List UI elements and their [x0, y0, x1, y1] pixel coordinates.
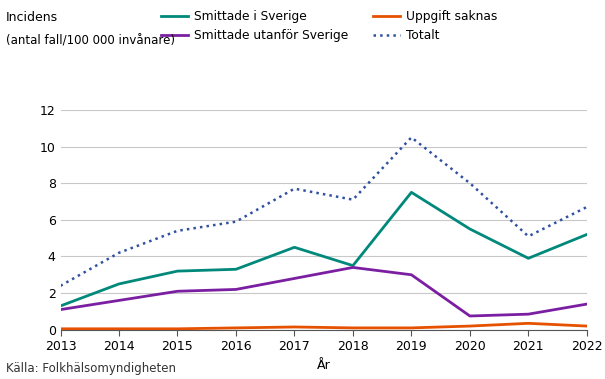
Line: Smittade i Sverige: Smittade i Sverige	[60, 193, 587, 306]
Smittade i Sverige	[57, 304, 64, 308]
Totalt	[174, 229, 181, 233]
Smittade i Sverige	[408, 190, 415, 195]
Smittade i Sverige	[291, 245, 298, 250]
Text: Källa: Folkhälsomyndigheten: Källa: Folkhälsomyndigheten	[6, 362, 176, 375]
Totalt	[57, 283, 64, 288]
Totalt	[525, 234, 532, 239]
Smittade utanför Sverige	[174, 289, 181, 294]
Uppgift saknas	[349, 326, 356, 330]
Uppgift saknas	[232, 326, 240, 330]
Text: Incidens: Incidens	[6, 11, 58, 24]
Totalt	[291, 186, 298, 191]
Smittade utanför Sverige	[349, 265, 356, 270]
Smittade i Sverige	[466, 227, 474, 231]
Uppgift saknas	[408, 326, 415, 330]
Smittade i Sverige	[349, 263, 356, 268]
Smittade i Sverige	[232, 267, 240, 271]
Totalt	[349, 197, 356, 202]
Totalt	[583, 205, 590, 209]
Text: (antal fall/100 000 invånare): (antal fall/100 000 invånare)	[6, 34, 175, 47]
Totalt	[408, 135, 415, 140]
Uppgift saknas	[583, 324, 590, 328]
Uppgift saknas	[116, 327, 123, 331]
Smittade utanför Sverige	[291, 276, 298, 281]
Smittade utanför Sverige	[583, 302, 590, 306]
Smittade utanför Sverige	[57, 307, 64, 312]
Smittade utanför Sverige	[232, 287, 240, 292]
Uppgift saknas	[466, 324, 474, 328]
Uppgift saknas	[174, 327, 181, 331]
Smittade i Sverige	[525, 256, 532, 261]
Totalt	[232, 219, 240, 224]
Smittade i Sverige	[116, 282, 123, 286]
Legend: Smittade i Sverige, Smittade utanför Sverige, Uppgift saknas, Totalt: Smittade i Sverige, Smittade utanför Sve…	[162, 10, 497, 42]
Smittade utanför Sverige	[466, 314, 474, 318]
Smittade i Sverige	[174, 269, 181, 273]
Uppgift saknas	[525, 321, 532, 326]
Uppgift saknas	[291, 325, 298, 329]
Line: Totalt: Totalt	[60, 138, 587, 286]
Totalt	[116, 251, 123, 255]
Smittade utanför Sverige	[408, 273, 415, 277]
Smittade utanför Sverige	[116, 298, 123, 303]
Line: Smittade utanför Sverige: Smittade utanför Sverige	[60, 268, 587, 316]
Smittade i Sverige	[583, 232, 590, 237]
Line: Uppgift saknas: Uppgift saknas	[60, 323, 587, 329]
X-axis label: År: År	[317, 359, 330, 372]
Smittade utanför Sverige	[525, 312, 532, 316]
Totalt	[466, 181, 474, 185]
Uppgift saknas	[57, 327, 64, 331]
